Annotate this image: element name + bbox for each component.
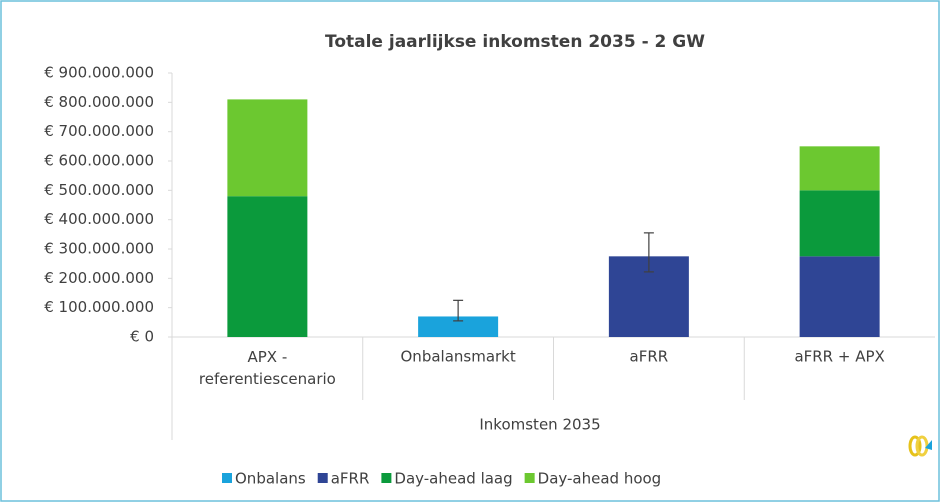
y-tick-label: € 900.000.000 [44, 64, 154, 82]
y-tick-label: € 800.000.000 [44, 93, 154, 111]
bar-segment [799, 146, 880, 191]
y-tick-label: € 300.000.000 [44, 240, 154, 258]
chart-title: Totale jaarlijkse inkomsten 2035 - 2 GW [325, 32, 705, 52]
x-axis-label: Inkomsten 2035 [479, 416, 600, 434]
legend-label: aFRR [331, 470, 370, 488]
legend-swatch [317, 473, 328, 483]
legend-swatch [222, 473, 232, 483]
y-tick-label: € 0 [130, 328, 154, 346]
y-tick-label: € 700.000.000 [44, 122, 154, 140]
x-tick-label: Onbalansmarkt [401, 348, 516, 366]
x-tick-label: aFRR + APX [794, 348, 884, 366]
y-tick-label: € 100.000.000 [44, 298, 154, 316]
bar-segment [799, 190, 880, 257]
x-tick-label: aFRR [630, 348, 669, 366]
y-tick-label: € 600.000.000 [44, 152, 154, 170]
legend-swatch [524, 473, 535, 483]
logo [908, 435, 932, 457]
legend-label: Day-ahead laag [394, 470, 512, 488]
y-tick-label: € 200.000.000 [44, 269, 154, 287]
error-bar [453, 299, 464, 322]
bar-segment [799, 256, 880, 337]
y-tick-label: € 400.000.000 [44, 210, 154, 228]
bar-segment [418, 316, 499, 337]
error-bar [643, 232, 654, 273]
legend-label: Day-ahead hoog [538, 470, 662, 488]
legend-label: Onbalans [235, 470, 306, 488]
bar-segment [227, 99, 308, 197]
y-tick-label: € 500.000.000 [44, 181, 154, 199]
legend-swatch [381, 473, 392, 483]
x-tick-label: APX -referentiescenario [199, 348, 336, 388]
bar-segment [227, 196, 308, 337]
